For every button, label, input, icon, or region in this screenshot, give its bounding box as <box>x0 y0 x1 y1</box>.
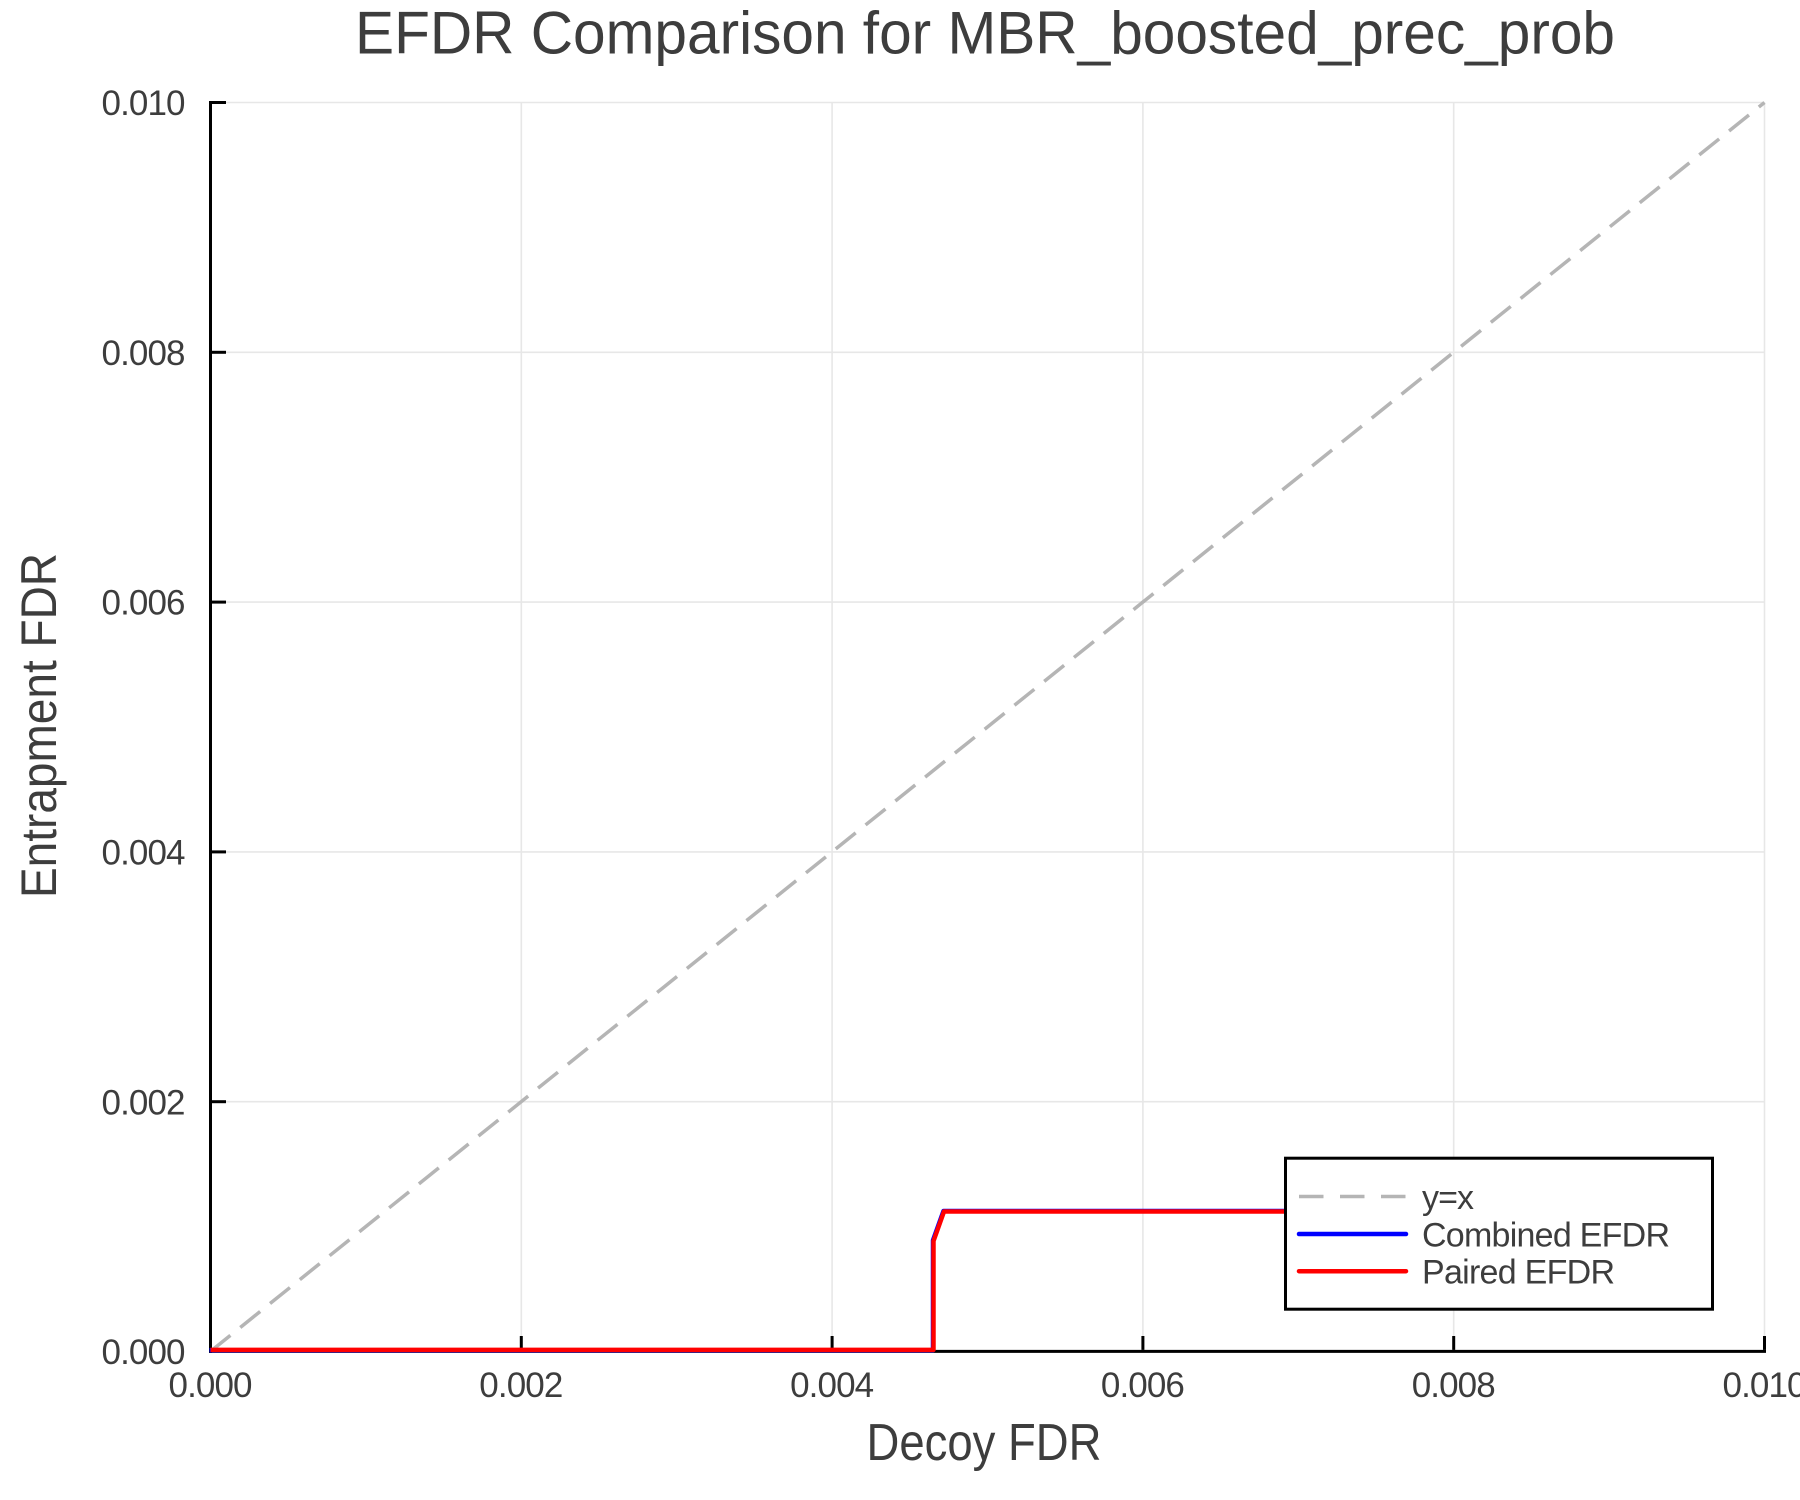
svg-text:Entrapment FDR: Entrapment FDR <box>11 553 67 898</box>
svg-text:EFDR Comparison for MBR_booste: EFDR Comparison for MBR_boosted_prec_pro… <box>355 0 1615 66</box>
svg-text:0.010: 0.010 <box>102 84 186 123</box>
svg-text:Combined EFDR: Combined EFDR <box>1422 1216 1670 1254</box>
svg-text:0.008: 0.008 <box>1412 1366 1496 1405</box>
svg-text:0.006: 0.006 <box>1101 1366 1185 1405</box>
svg-text:0.010: 0.010 <box>1723 1366 1800 1405</box>
svg-text:0.006: 0.006 <box>102 584 186 623</box>
svg-text:0.002: 0.002 <box>479 1366 563 1405</box>
svg-text:0.002: 0.002 <box>102 1083 186 1122</box>
svg-text:Paired EFDR: Paired EFDR <box>1422 1254 1615 1292</box>
svg-text:Decoy FDR: Decoy FDR <box>867 1413 1102 1471</box>
svg-text:0.004: 0.004 <box>102 834 186 873</box>
svg-text:y=x: y=x <box>1422 1179 1474 1217</box>
svg-text:0.000: 0.000 <box>102 1333 186 1372</box>
svg-text:0.000: 0.000 <box>169 1366 253 1405</box>
svg-text:0.008: 0.008 <box>102 334 186 373</box>
svg-text:0.004: 0.004 <box>790 1366 874 1405</box>
